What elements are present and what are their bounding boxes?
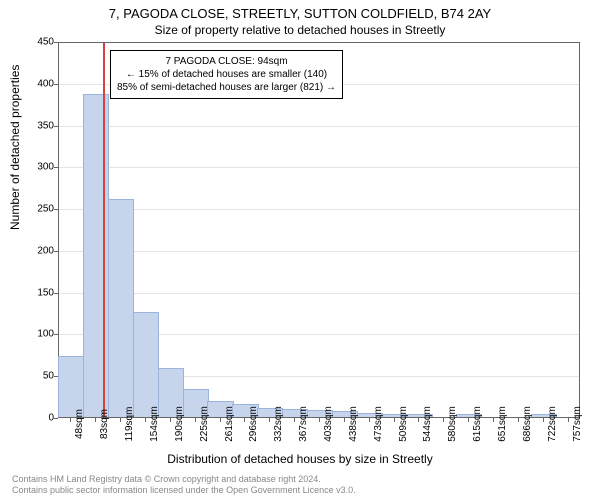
xtick-label: 615sqm [472, 406, 483, 442]
histogram-bar [108, 199, 134, 417]
chart-title-sub: Size of property relative to detached ho… [0, 23, 600, 37]
footer-line2: Contains public sector information licen… [12, 485, 356, 496]
ytick-label: 450 [37, 37, 54, 48]
ytick-label: 150 [37, 287, 54, 298]
xtick-label: 190sqm [174, 406, 185, 442]
ytick-label: 400 [37, 78, 54, 89]
chart-plot-area: 7 PAGODA CLOSE: 94sqm ← 15% of detached … [58, 42, 580, 418]
xtick-label: 651sqm [497, 406, 508, 442]
histogram-bar [58, 356, 84, 417]
histogram-bar [83, 94, 109, 417]
xtick-label: 225sqm [199, 406, 210, 442]
ytick-label: 200 [37, 245, 54, 256]
annotation-line3: 85% of semi-detached houses are larger (… [117, 81, 336, 94]
xtick-label: 473sqm [373, 406, 384, 442]
annotation-line2: ← 15% of detached houses are smaller (14… [117, 68, 336, 81]
annotation-line1: 7 PAGODA CLOSE: 94sqm [117, 55, 336, 68]
xtick-label: 154sqm [149, 406, 160, 442]
ytick-label: 350 [37, 120, 54, 131]
ytick-label: 300 [37, 162, 54, 173]
xtick-label: 119sqm [124, 407, 135, 442]
xtick-label: 403sqm [323, 406, 334, 442]
annotation-box: 7 PAGODA CLOSE: 94sqm ← 15% of detached … [110, 50, 343, 99]
xtick-label: 438sqm [348, 406, 359, 442]
ytick-label: 100 [37, 329, 54, 340]
xtick-label: 757sqm [572, 406, 583, 442]
property-marker-line [103, 43, 105, 417]
xtick-label: 722sqm [547, 406, 558, 442]
xtick-label: 332sqm [273, 406, 284, 442]
xtick-label: 83sqm [99, 409, 110, 439]
histogram-bar [133, 312, 159, 417]
chart-title-main: 7, PAGODA CLOSE, STREETLY, SUTTON COLDFI… [0, 6, 600, 21]
ytick-label: 250 [37, 204, 54, 215]
xtick-label: 580sqm [447, 406, 458, 442]
footer-line1: Contains HM Land Registry data © Crown c… [12, 474, 356, 485]
xtick-label: 544sqm [422, 406, 433, 442]
x-axis-label: Distribution of detached houses by size … [0, 452, 600, 466]
xtick-label: 261sqm [224, 406, 235, 442]
xtick-label: 48sqm [74, 409, 85, 439]
xtick-label: 686sqm [522, 406, 533, 442]
y-axis-label: Number of detached properties [8, 65, 22, 230]
xtick-label: 509sqm [398, 406, 409, 442]
xtick-label: 367sqm [298, 406, 309, 442]
xtick-label: 296sqm [248, 406, 259, 442]
ytick-label: 50 [43, 371, 54, 382]
footer-attribution: Contains HM Land Registry data © Crown c… [12, 474, 356, 496]
